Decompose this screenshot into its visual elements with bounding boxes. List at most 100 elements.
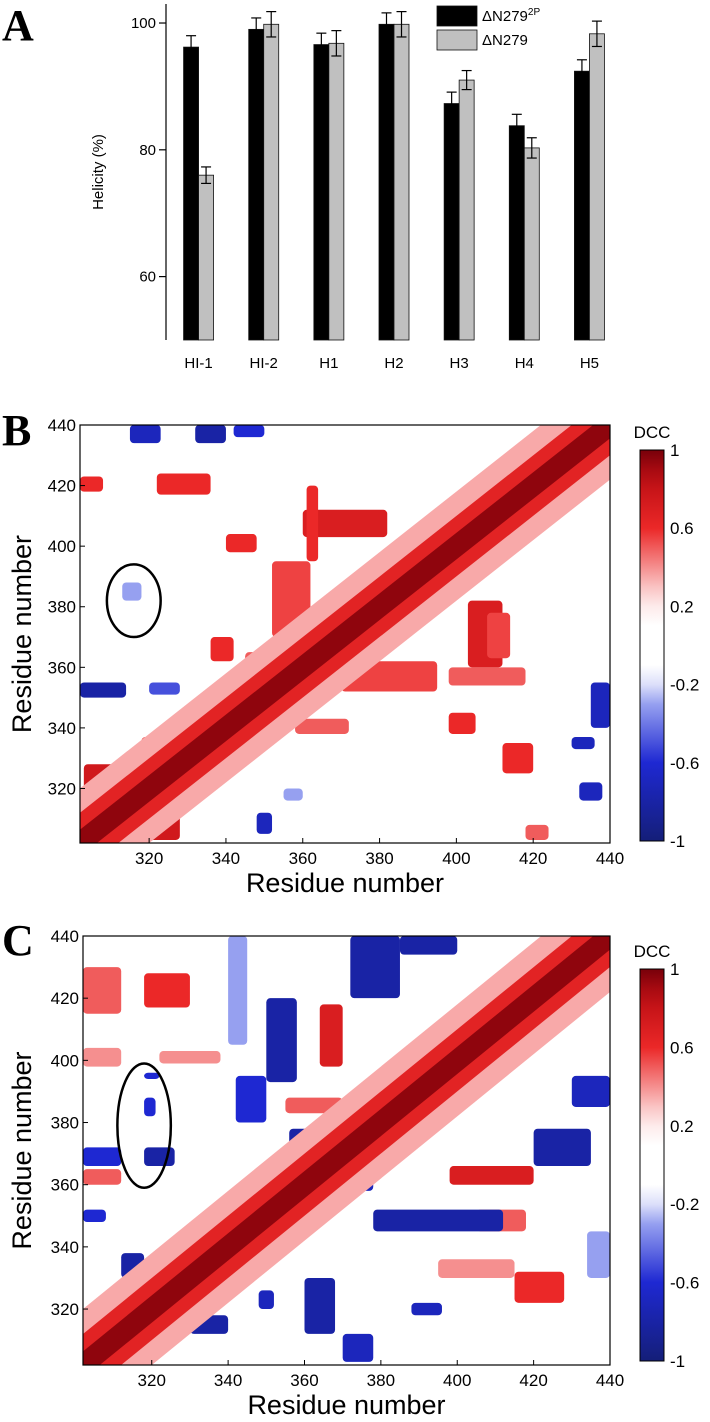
y-tick-label: 380 xyxy=(51,1114,79,1133)
bar-n279-2p xyxy=(248,28,265,341)
positive-correlation-region xyxy=(502,743,534,774)
negative-correlation-region xyxy=(149,682,180,695)
panel-letter-b: B xyxy=(2,406,31,455)
negative-correlation-region xyxy=(235,1075,267,1123)
y-tick-label: 340 xyxy=(48,719,76,738)
legend-swatch xyxy=(436,5,478,27)
positive-correlation-region xyxy=(525,824,549,840)
y-tick-label: 440 xyxy=(48,416,76,435)
negative-correlation-region xyxy=(83,1147,122,1167)
y-axis-title: Helicity (%) xyxy=(90,134,107,210)
positive-correlation-region xyxy=(144,973,190,1008)
bar-n279 xyxy=(523,147,540,341)
y-tick-label: 340 xyxy=(51,1238,79,1257)
colorbar-tick-label: 1 xyxy=(670,960,679,979)
negative-correlation-region xyxy=(590,682,610,728)
bar-n279 xyxy=(328,42,345,341)
y-tick-label: 100 xyxy=(131,15,156,32)
negative-correlation-region xyxy=(283,788,303,801)
positive-correlation-region xyxy=(319,1004,343,1067)
x-axis-title: Residue number xyxy=(246,868,444,898)
bar-n279-2p xyxy=(313,44,330,341)
negative-correlation-region xyxy=(258,1290,274,1310)
positive-correlation-region xyxy=(302,509,388,538)
colorbar-tick-label: 0.2 xyxy=(670,597,694,616)
x-tick-label: 360 xyxy=(289,849,317,868)
positive-correlation-region xyxy=(514,1271,565,1303)
negative-correlation-region xyxy=(571,736,595,750)
helicity-bar-chart: A 60 80 100 Helicity (%) HI-1 HI-2 H1 H2 H3 H4 H5 ΔN… xyxy=(2,1,605,372)
bar-n279 xyxy=(458,79,475,341)
positive-correlation-region xyxy=(80,476,104,492)
bar-n279-2p xyxy=(508,125,525,341)
x-tick-label: H1 xyxy=(319,355,338,372)
panel-c: C 320 340 360 380 400 420 440 320 340 360 380 400 420… xyxy=(0,905,710,1422)
negative-correlation-region xyxy=(304,1277,336,1334)
y-axis-title: Residue number xyxy=(7,535,37,733)
x-tick-label: 440 xyxy=(596,1371,624,1390)
x-tick-label: 320 xyxy=(138,1371,166,1390)
negative-correlation-region xyxy=(144,1072,160,1079)
legend-label: ΔN2792P xyxy=(482,7,540,25)
colorbar-tick-label: 0.6 xyxy=(670,519,694,538)
diagonal-band-core xyxy=(80,425,610,843)
bar-n279 xyxy=(393,23,410,341)
y-tick-label: 320 xyxy=(51,1300,79,1319)
panel-letter-c: C xyxy=(2,916,34,965)
colorbar xyxy=(639,968,665,1362)
y-tick-label: 440 xyxy=(51,927,79,946)
x-tick-label: H3 xyxy=(450,355,469,372)
x-tick-label: 400 xyxy=(443,1371,471,1390)
x-tick-label: 440 xyxy=(596,849,624,868)
panel-letter-a: A xyxy=(2,1,34,50)
x-tick-label: 360 xyxy=(290,1371,318,1390)
bar-n279-2p xyxy=(183,46,199,341)
panel-b: B 320 340 360 380 400 420 440 320 340 360 380 400 420… xyxy=(0,395,710,905)
colorbar-tick-label: -1 xyxy=(670,832,685,851)
negative-correlation-region xyxy=(350,936,400,999)
positive-correlation-region xyxy=(448,712,476,734)
bar-n279 xyxy=(589,33,605,341)
dcc-map-c: C 320 340 360 380 400 420 440 320 340 360 380 400 420… xyxy=(2,916,699,1420)
positive-correlation-region xyxy=(438,1259,515,1278)
colorbar-tick-label: -0.6 xyxy=(670,754,699,773)
positive-correlation-region xyxy=(487,612,511,659)
colorbar xyxy=(639,449,665,842)
negative-correlation-region xyxy=(587,1231,610,1278)
plot-frame xyxy=(79,424,611,844)
y-tick-label: 320 xyxy=(48,779,76,798)
positive-correlation-region xyxy=(159,1051,221,1064)
panel-a: A 60 80 100 Helicity (%) HI-1 HI-2 H1 H2 H3 H4 H5 ΔN… xyxy=(0,0,710,395)
x-tick-label: 420 xyxy=(519,849,547,868)
positive-correlation-region xyxy=(210,637,234,662)
negative-correlation-region xyxy=(256,812,273,834)
y-tick-label: 360 xyxy=(48,658,76,677)
colorbar-tick-label: -0.2 xyxy=(670,676,699,695)
colorbar-tick-label: -0.2 xyxy=(670,1195,699,1214)
positive-correlation-region xyxy=(449,1166,534,1185)
y-tick-label: 60 xyxy=(139,269,156,286)
y-tick-label: 360 xyxy=(51,1176,79,1195)
x-tick-label: 340 xyxy=(212,849,240,868)
x-tick-label: H4 xyxy=(515,355,534,372)
x-tick-label: 320 xyxy=(135,849,163,868)
positive-correlation-region xyxy=(156,473,211,495)
x-tick-label: H2 xyxy=(384,355,403,372)
x-tick-label: HI-2 xyxy=(250,355,278,372)
y-axis-title: Residue number xyxy=(7,1051,37,1249)
bar-n279 xyxy=(263,23,280,341)
negative-correlation-region xyxy=(579,782,603,801)
legend-swatch xyxy=(436,29,478,51)
positive-correlation-region xyxy=(306,485,319,562)
positive-correlation-region xyxy=(295,718,349,734)
y-tick-label: 400 xyxy=(48,537,76,556)
highlight-ellipse xyxy=(116,1062,173,1190)
negative-correlation-region xyxy=(533,1128,591,1167)
colorbar-tick-label: 0.6 xyxy=(670,1038,694,1057)
plot-area xyxy=(83,936,610,1365)
colorbar-tick-label: -1 xyxy=(670,1352,685,1371)
positive-correlation-region xyxy=(448,667,526,686)
y-tick-label: 420 xyxy=(48,477,76,496)
colorbar-title: DCC xyxy=(634,423,671,442)
negative-correlation-region xyxy=(129,425,161,444)
